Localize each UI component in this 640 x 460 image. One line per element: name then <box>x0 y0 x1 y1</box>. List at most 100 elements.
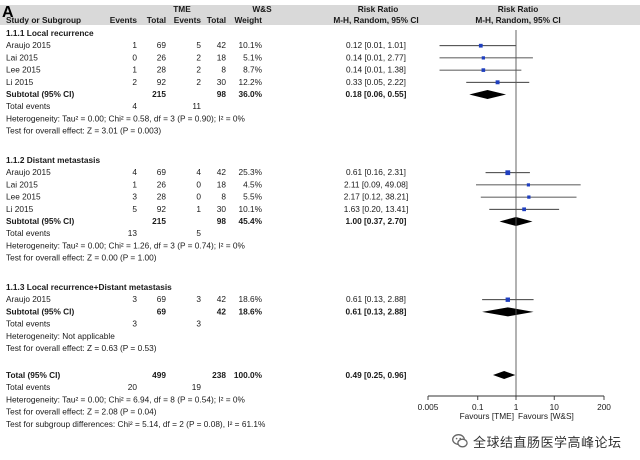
total2-cell: 8 <box>221 65 226 75</box>
rr-ci-cell: 0.33 [0.05, 2.22] <box>346 77 406 87</box>
events1-cell: 1 <box>132 65 137 75</box>
total-total2: 238 <box>212 370 226 380</box>
total1-cell: 28 <box>157 192 167 202</box>
total-events1: 4 <box>132 101 137 111</box>
favours-right-label: Favours [W&S] <box>518 411 574 421</box>
rr-ci-cell: 0.14 [0.01, 2.77] <box>346 52 406 62</box>
study-name: Araujo 2015 <box>6 294 51 304</box>
total1-cell: 69 <box>157 40 167 50</box>
study-name: Araujo 2015 <box>6 167 51 177</box>
total-diamond <box>492 371 516 379</box>
weight-cell: 12.2% <box>238 77 262 87</box>
rr-plot-subheader: M-H, Random, 95% CI <box>475 15 560 25</box>
total-events-label: Total events <box>6 319 50 329</box>
events2-cell: 2 <box>196 65 201 75</box>
weight-cell: 18.6% <box>238 294 262 304</box>
events2-cell: 0 <box>196 179 201 189</box>
events1-header: Events <box>110 15 138 25</box>
events1-cell: 2 <box>132 77 137 87</box>
study-marker <box>527 195 531 199</box>
total2-cell: 30 <box>217 77 227 87</box>
group2-header: W&S <box>252 4 272 14</box>
events1-cell: 1 <box>132 40 137 50</box>
subtotal-ci: 0.61 [0.13, 2.88] <box>346 306 407 316</box>
study-marker <box>522 207 526 212</box>
subtotal-total2: 98 <box>217 216 227 226</box>
subtotal-label: Subtotal (95% CI) <box>6 306 74 316</box>
subtotal-label: Subtotal (95% CI) <box>6 89 74 99</box>
subtotal-label: Subtotal (95% CI) <box>6 216 74 226</box>
subtotal-weight: 36.0% <box>238 89 262 99</box>
x-tick-label: 10 <box>550 402 560 412</box>
subtotal-weight: 45.4% <box>238 216 262 226</box>
rr-ci-cell: 2.11 [0.09, 49.08] <box>344 179 408 189</box>
rr-ci-cell: 0.12 [0.01, 1.01] <box>346 40 406 50</box>
total1-cell: 69 <box>157 294 167 304</box>
total-weight: 100.0% <box>234 370 263 380</box>
events1-cell: 0 <box>132 52 137 62</box>
rr-plot-header: Risk Ratio <box>498 4 539 14</box>
weight-cell: 5.5% <box>243 192 263 202</box>
total-ci: 0.49 [0.25, 0.96] <box>346 370 407 380</box>
study-marker <box>481 56 485 60</box>
total1-cell: 92 <box>157 77 167 87</box>
panel-label: A <box>2 4 14 21</box>
study-marker <box>481 68 486 72</box>
overall-events-label: Total events <box>6 382 50 392</box>
events1-cell: 5 <box>132 204 137 214</box>
overall-effect: Test for overall effect: Z = 2.08 (P = 0… <box>6 407 157 417</box>
watermark: 全球结直肠医学高峰论坛 <box>452 430 632 452</box>
study-name: Lai 2015 <box>6 52 38 62</box>
total2-cell: 30 <box>217 204 227 214</box>
rr-text-header: Risk Ratio <box>358 4 399 14</box>
subtotal-weight: 18.6% <box>238 306 262 316</box>
study-name: Li 2015 <box>6 77 34 87</box>
total1-cell: 69 <box>157 167 167 177</box>
total-events1: 3 <box>132 319 137 329</box>
subtotal-total2: 42 <box>217 306 227 316</box>
overall-effect-text: Test for overall effect: Z = 0.63 (P = 0… <box>6 343 157 353</box>
total-events2: 11 <box>192 101 201 111</box>
subgroup-title: 1.1.3 Local recurrence+Distant metastasi… <box>6 282 172 292</box>
group1-header: TME <box>173 4 191 14</box>
study-name: Lai 2015 <box>6 179 38 189</box>
events2-cell: 4 <box>196 167 201 177</box>
weight-cell: 10.1% <box>238 204 262 214</box>
events2-cell: 5 <box>196 40 201 50</box>
total2-header: Total <box>207 15 226 25</box>
total-events2: 5 <box>196 228 201 238</box>
rr-text-subheader: M-H, Random, 95% CI <box>333 15 418 25</box>
total1-header: Total <box>147 15 166 25</box>
rr-ci-cell: 1.63 [0.20, 13.41] <box>344 204 409 214</box>
study-name: Li 2015 <box>6 204 34 214</box>
subtotal-diamond <box>482 307 534 317</box>
study-marker <box>526 183 530 187</box>
overall-events1: 20 <box>128 382 138 392</box>
subtotal-total2: 98 <box>217 89 227 99</box>
weight-header: Weight <box>235 15 263 25</box>
total-total1: 499 <box>152 370 166 380</box>
watermark-text: 全球结直肠医学高峰论坛 <box>473 435 622 451</box>
subgroup-difference-text: Test for subgroup differences: Chi² = 5.… <box>6 419 266 429</box>
study-marker <box>478 43 483 48</box>
wechat-icon <box>452 434 468 448</box>
overall-events2: 19 <box>192 382 202 392</box>
subgroup-title: 1.1.1 Local recurrence <box>6 28 94 38</box>
study-marker <box>505 170 511 176</box>
total1-cell: 26 <box>157 52 167 62</box>
total2-cell: 8 <box>221 192 226 202</box>
total2-cell: 18 <box>217 179 227 189</box>
weight-cell: 8.7% <box>243 65 263 75</box>
overall-heterogeneity: Heterogeneity: Tau² = 0.00; Chi² = 6.94,… <box>6 394 245 404</box>
events2-cell: 3 <box>196 294 201 304</box>
total-events-label: Total events <box>6 101 50 111</box>
subtotal-ci: 1.00 [0.37, 2.70] <box>346 216 407 226</box>
events1-cell: 3 <box>132 192 137 202</box>
x-tick-label: 0.005 <box>418 402 439 412</box>
rr-ci-cell: 0.14 [0.01, 1.38] <box>346 65 406 75</box>
total2-cell: 42 <box>217 40 227 50</box>
overall-effect-text: Test for overall effect: Z = 3.01 (P = 0… <box>6 126 161 136</box>
weight-cell: 5.1% <box>243 52 263 62</box>
weight-cell: 4.5% <box>243 179 263 189</box>
